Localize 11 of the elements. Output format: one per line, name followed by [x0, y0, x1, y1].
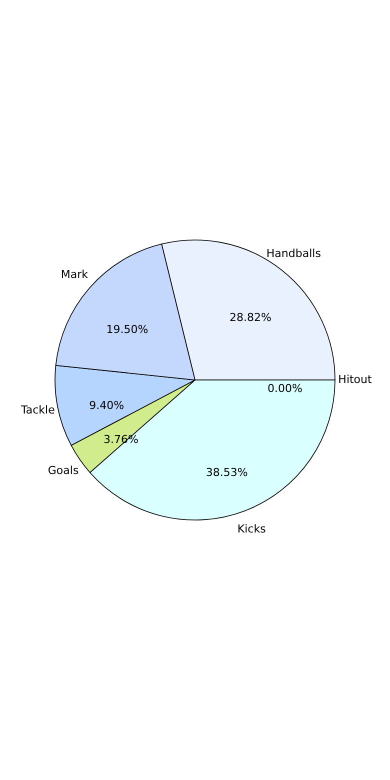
slice-label: Handballs	[266, 247, 322, 260]
slice-label: Goals	[48, 464, 79, 477]
data-label: 28.82%	[230, 311, 272, 324]
data-label: 9.40%	[89, 399, 124, 412]
category-label: Hitout	[338, 372, 372, 386]
slice-label: Kicks	[237, 522, 266, 536]
slice-label: Tackle	[20, 403, 56, 416]
data-label: 38.53%	[206, 466, 248, 480]
text: 0.00%	[268, 382, 302, 395]
data-label: 19.50%	[106, 322, 148, 336]
slice-label: Mark	[60, 268, 89, 281]
